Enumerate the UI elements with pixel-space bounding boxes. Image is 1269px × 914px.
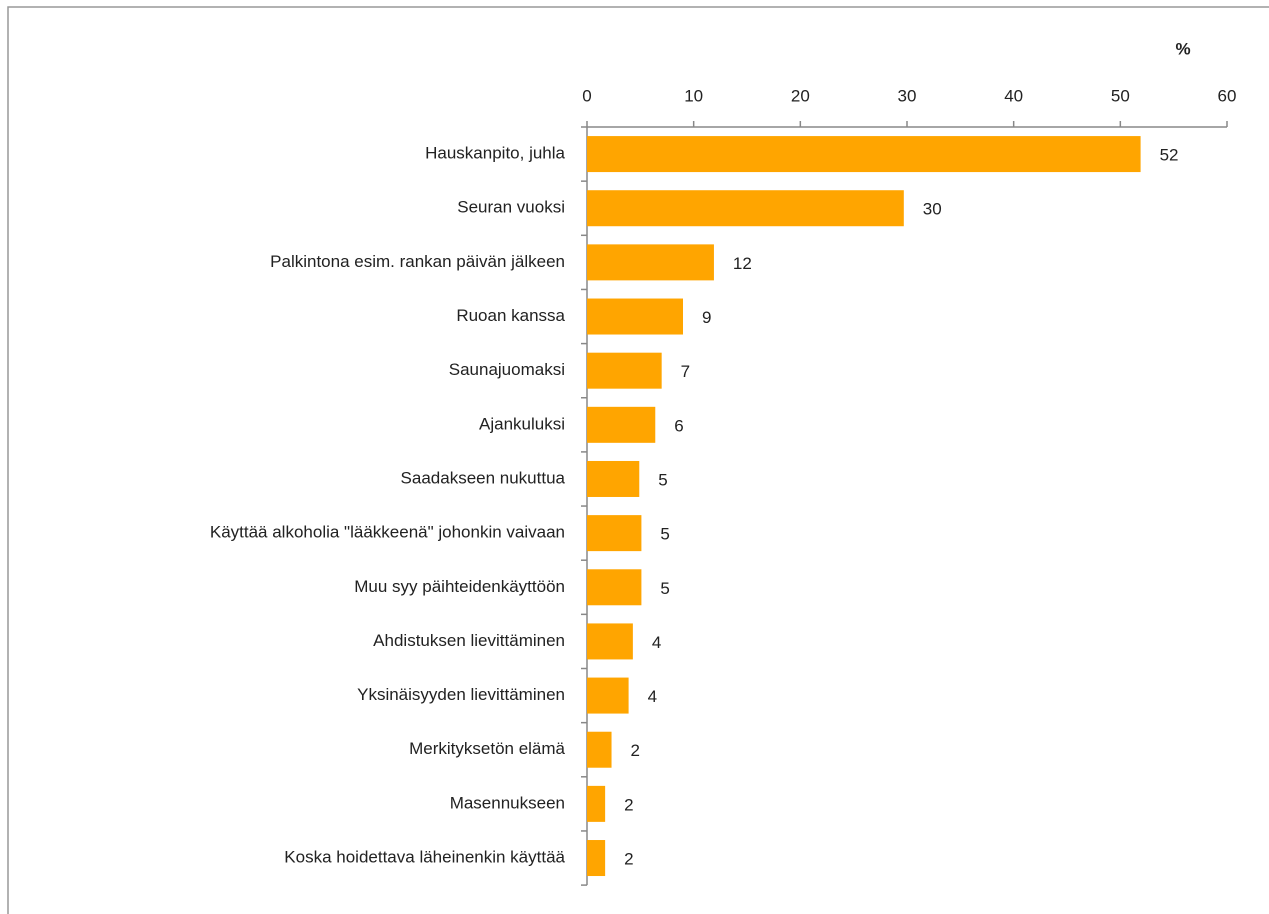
value-label: 12 <box>733 254 752 273</box>
bar <box>587 298 683 335</box>
bar <box>587 677 629 714</box>
y-tick-label: Ruoan kanssa <box>456 306 565 325</box>
bar <box>587 190 904 227</box>
y-tick-label: Masennukseen <box>450 793 565 812</box>
y-tick-label: Hauskanpito, juhla <box>425 144 565 163</box>
x-tick-label: 40 <box>1004 86 1023 105</box>
y-tick-label: Seuran vuoksi <box>457 198 565 217</box>
y-tick-label: Ahdistuksen lievittäminen <box>373 631 565 650</box>
bar <box>587 731 612 768</box>
bar <box>587 569 642 606</box>
value-label: 9 <box>702 308 711 327</box>
bar <box>587 785 606 822</box>
value-label: 2 <box>631 741 640 760</box>
bar <box>587 460 640 497</box>
axis-unit: % <box>1175 39 1190 58</box>
y-tick-label: Yksinäisyyden lievittäminen <box>357 685 565 704</box>
y-tick-label: Käyttää alkoholia "lääkkeenä" johonkin v… <box>210 523 565 542</box>
y-tick-label: Koska hoidettava läheinenkin käyttää <box>284 848 565 867</box>
x-tick-label: 20 <box>791 86 810 105</box>
y-tick-label: Saadakseen nukuttua <box>401 468 566 487</box>
y-tick-label: Palkintona esim. rankan päivän jälkeen <box>270 252 565 271</box>
x-tick-label: 0 <box>582 86 591 105</box>
y-tick-label: Muu syy päihteidenkäyttöön <box>354 577 565 596</box>
value-label: 5 <box>660 525 669 544</box>
value-label: 4 <box>652 633 661 652</box>
bar <box>587 840 606 877</box>
y-tick-label: Saunajuomaksi <box>449 360 565 379</box>
bar <box>587 623 633 660</box>
x-tick-label: 10 <box>684 86 703 105</box>
value-label: 5 <box>660 579 669 598</box>
bar <box>587 244 714 281</box>
value-label: 4 <box>648 687 657 706</box>
value-label: 6 <box>674 416 683 435</box>
bar <box>587 352 662 389</box>
bar <box>587 136 1141 173</box>
y-tick-label: Ajankuluksi <box>479 414 565 433</box>
value-label: 52 <box>1160 146 1179 165</box>
x-tick-label: 50 <box>1111 86 1130 105</box>
bar <box>587 515 642 552</box>
value-label: 2 <box>624 850 633 869</box>
value-label: 2 <box>624 795 633 814</box>
bar <box>587 406 656 443</box>
value-label: 30 <box>923 200 942 219</box>
value-label: 7 <box>681 362 690 381</box>
y-tick-label: Merkityksetön elämä <box>409 739 565 758</box>
value-label: 5 <box>658 470 667 489</box>
frame <box>7 6 1269 914</box>
x-tick-label: 60 <box>1218 86 1237 105</box>
x-tick-label: 30 <box>898 86 917 105</box>
